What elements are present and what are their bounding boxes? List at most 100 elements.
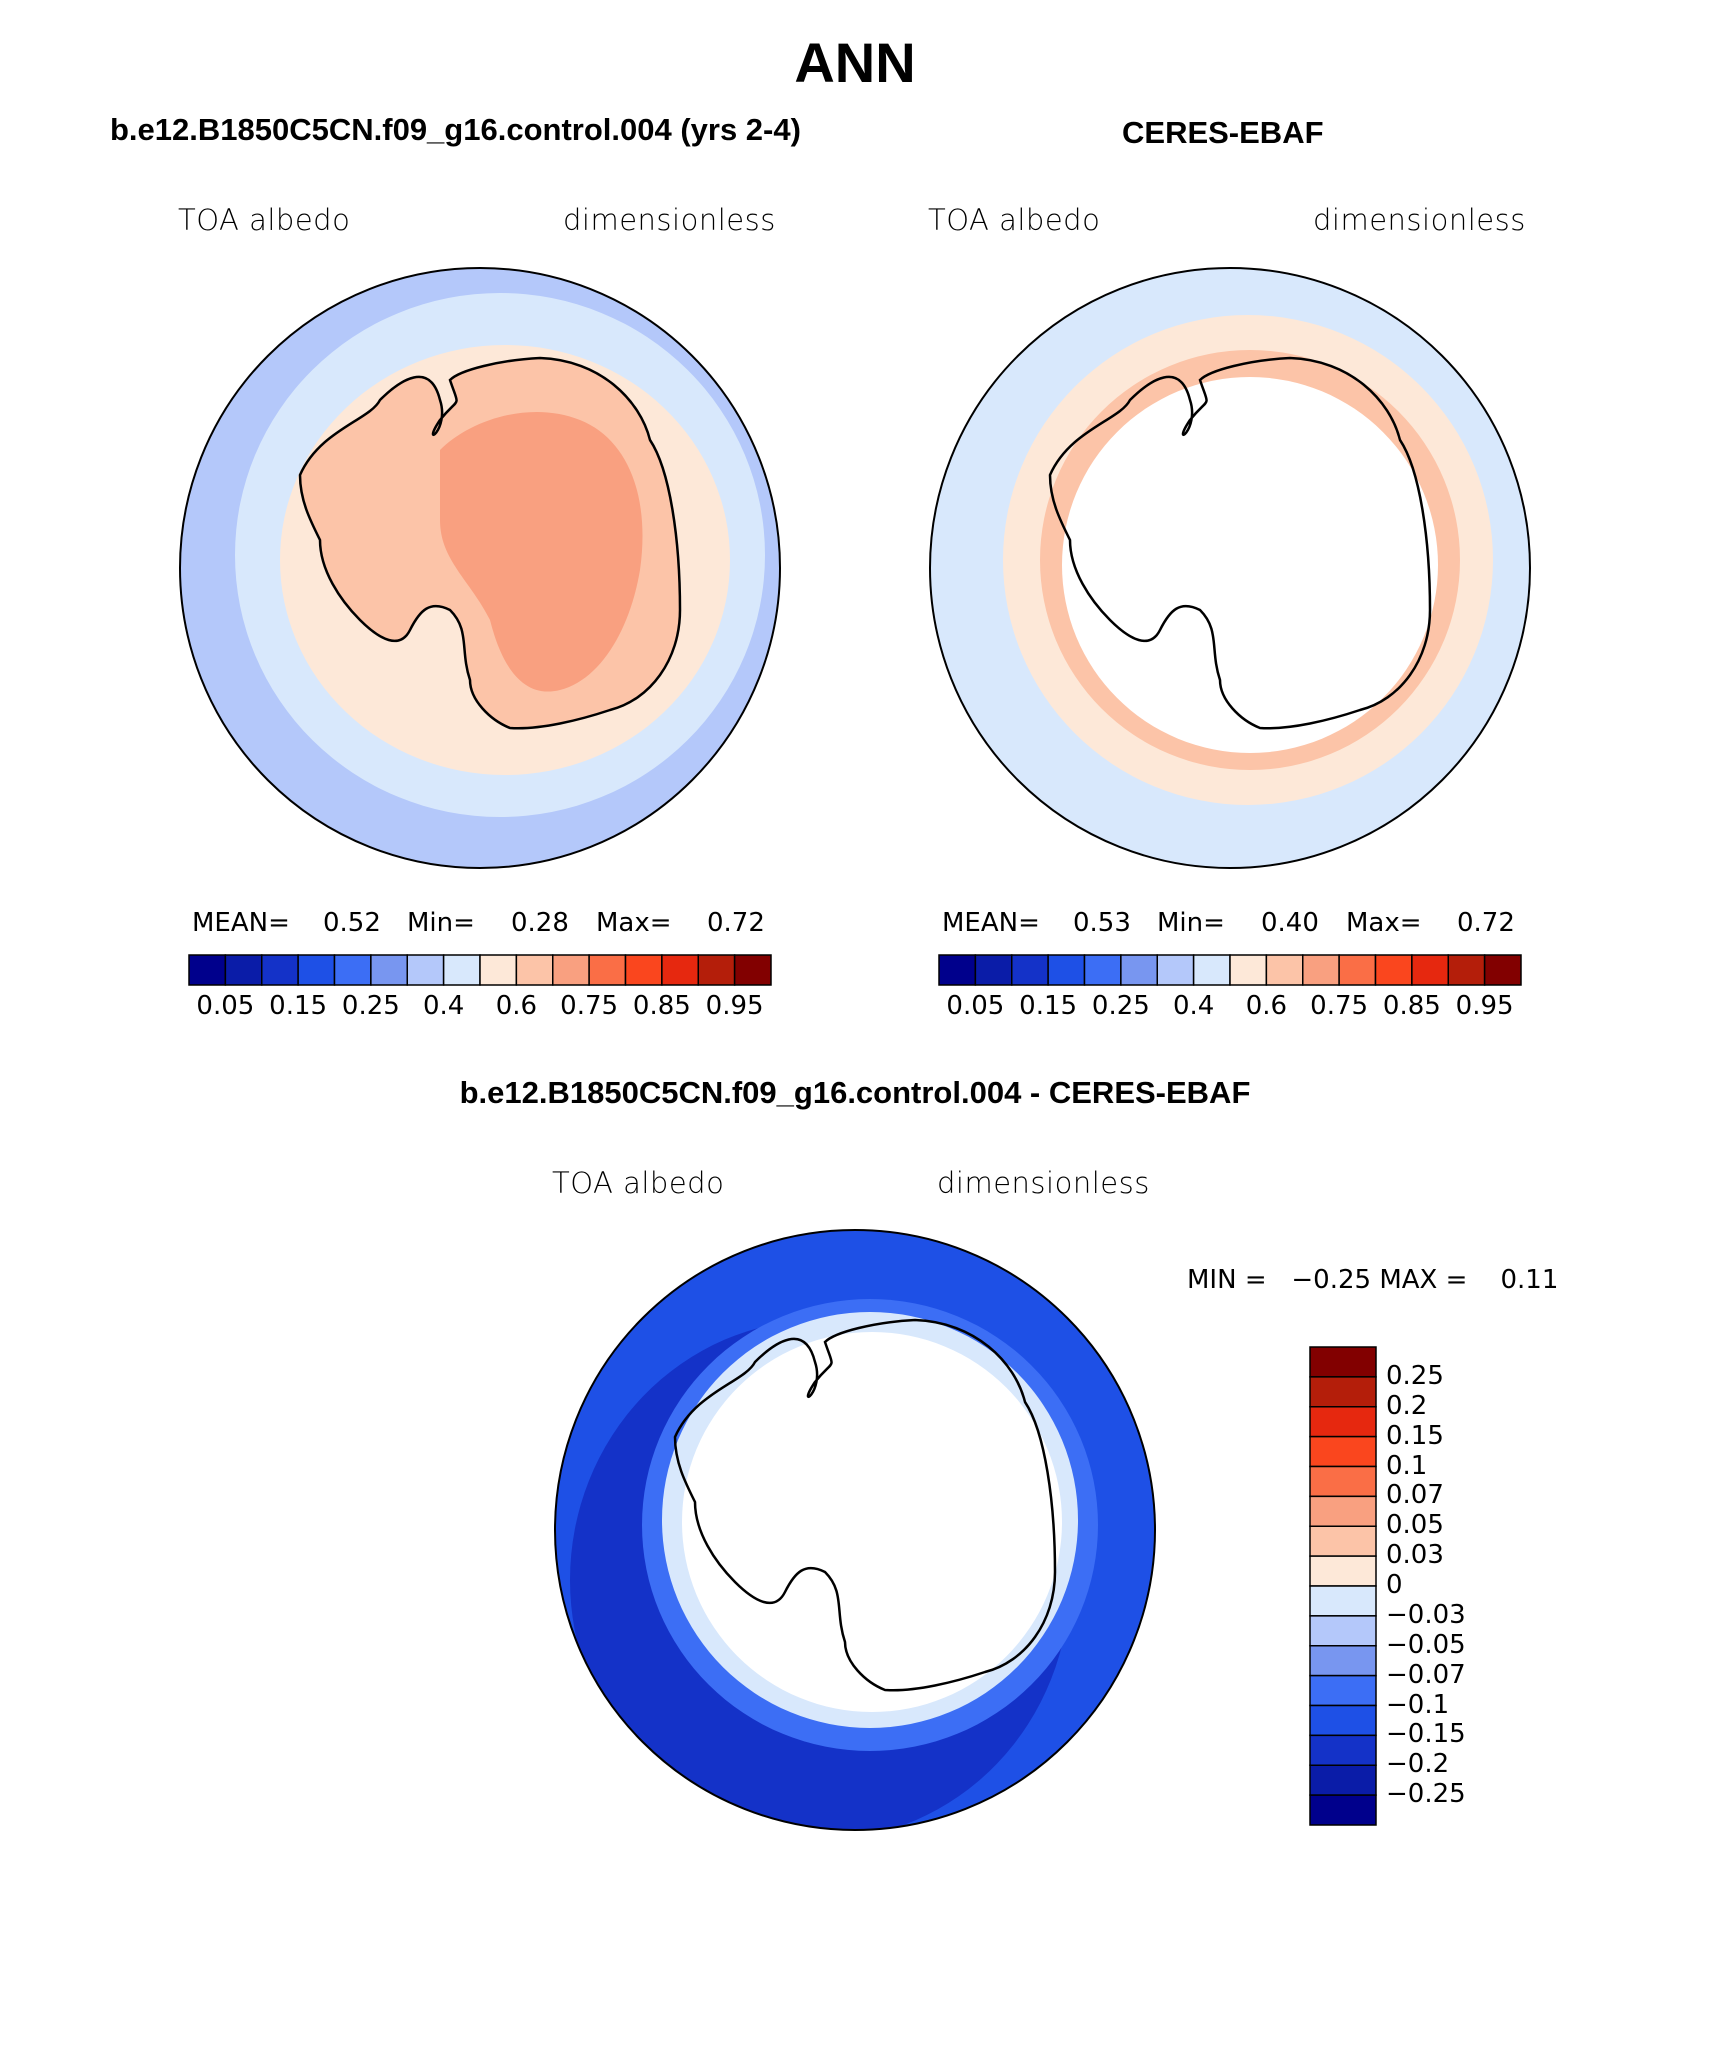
model-mean-label: MEAN= <box>192 908 290 938</box>
model-colorbar-box <box>588 954 627 986</box>
model-colorbar-box <box>261 954 299 986</box>
obs-panel-title: CERES-EBAF <box>1122 115 1324 150</box>
obs-colorbar-box <box>1047 954 1086 986</box>
obs-map-border <box>929 267 1531 869</box>
obs-colorbar-box <box>1374 954 1413 986</box>
obs-max-label: Max= <box>1346 908 1422 938</box>
obs-colorbar-box <box>1192 954 1231 986</box>
obs-colorbar-tick-label: 0.15 <box>1019 991 1078 1021</box>
model-colorbar-box <box>697 954 736 986</box>
model-max-value: 0.72 <box>707 908 765 938</box>
diff-minmax-stats: MIN = −0.25 MAX = 0.11 <box>1187 1265 1559 1295</box>
model-colorbar-tick-label: 0.05 <box>196 991 255 1021</box>
obs-colorbar-box <box>1229 954 1268 986</box>
model-colorbar-tick-label: 0.85 <box>632 991 691 1021</box>
diff-colorbar-box <box>1309 1376 1377 1408</box>
obs-mean-label: MEAN= <box>942 908 1040 938</box>
diff-colorbar-tick-label: 0.15 <box>1386 1420 1444 1451</box>
diff-colorbar-box <box>1309 1495 1377 1527</box>
diff-colorbar-box <box>1309 1555 1377 1587</box>
diff-panel-title: b.e12.B1850C5CN.f09_g16.control.004 - CE… <box>459 1075 1251 1110</box>
obs-colorbar-box <box>1156 954 1195 986</box>
obs-colorbar-box <box>1411 954 1449 986</box>
obs-colorbar-box <box>1338 954 1377 986</box>
diff-colorbar-box <box>1309 1794 1377 1826</box>
diff-colorbar-box <box>1309 1704 1377 1737</box>
model-colorbar-box <box>297 954 336 986</box>
obs-colorbar-box <box>1483 954 1522 986</box>
obs-colorbar-box <box>1120 954 1158 986</box>
diff-coastline <box>673 1318 1057 1692</box>
model-colorbar-tick-label: 0.95 <box>705 991 764 1021</box>
diff-colorbar-box <box>1309 1674 1377 1707</box>
model-colorbar-tick-label: 0.25 <box>341 991 400 1021</box>
model-map-border <box>179 267 781 869</box>
diff-colorbar-tick-label: 0.03 <box>1386 1540 1444 1571</box>
diff-colorbar-box <box>1309 1465 1377 1498</box>
model-colorbar <box>188 954 772 986</box>
diff-colorbar-box <box>1309 1406 1377 1438</box>
model-mean-value: 0.52 <box>323 908 381 938</box>
model-colorbar-box <box>370 954 408 986</box>
obs-variable-label: TOA albedo <box>928 203 1101 237</box>
model-colorbar-tick-label: 0.4 <box>422 991 465 1021</box>
obs-mean-value: 0.53 <box>1073 908 1131 938</box>
obs-colorbar-tick-label: 0.6 <box>1245 991 1288 1021</box>
obs-colorbar-tick-label: 0.05 <box>946 991 1005 1021</box>
model-colorbar-box <box>188 954 227 986</box>
model-colorbar-box <box>406 954 445 986</box>
model-colorbar-tick-label: 0.15 <box>269 991 328 1021</box>
diff-colorbar-tick-label: −0.25 <box>1386 1779 1466 1810</box>
diff-units-label: dimensionless <box>937 1166 1150 1200</box>
model-colorbar-box <box>224 954 263 986</box>
model-colorbar-box <box>515 954 554 986</box>
model-colorbar-box <box>624 954 663 986</box>
diff-map-border <box>554 1229 1156 1831</box>
model-colorbar-box <box>442 954 481 986</box>
model-colorbar-tick-label: 0.75 <box>560 991 619 1021</box>
model-units-label: dimensionless <box>563 203 776 237</box>
obs-colorbar-box <box>938 954 977 986</box>
model-colorbar-box <box>733 954 772 986</box>
obs-no-data <box>1062 377 1438 753</box>
obs-min-label: Min= <box>1157 908 1225 938</box>
obs-map <box>930 268 1530 868</box>
model-land-high <box>440 411 643 692</box>
model-min-value: 0.28 <box>511 908 569 938</box>
diff-map <box>555 1230 1155 1830</box>
obs-colorbar-box <box>974 954 1013 986</box>
model-panel-title: b.e12.B1850C5CN.f09_g16.control.004 (yrs… <box>110 112 801 147</box>
model-colorbar-box <box>479 954 518 986</box>
obs-colorbar-tick-label: 0.75 <box>1310 991 1369 1021</box>
diff-colorbar-tick-label: −0.07 <box>1386 1659 1466 1690</box>
diff-colorbar-tick-label: −0.03 <box>1386 1599 1466 1630</box>
diff-colorbar-box <box>1309 1734 1377 1766</box>
obs-max-value: 0.72 <box>1457 908 1515 938</box>
diff-colorbar-tick-label: −0.1 <box>1386 1689 1450 1720</box>
obs-colorbar-box <box>1083 954 1122 986</box>
diff-colorbar-box <box>1309 1645 1377 1677</box>
diff-colorbar-tick-label: 0.2 <box>1386 1390 1428 1421</box>
diff-no-data <box>682 1332 1062 1712</box>
obs-colorbar-tick-label: 0.95 <box>1455 991 1514 1021</box>
obs-colorbar <box>938 954 1522 986</box>
diff-colorbar-box <box>1309 1615 1377 1647</box>
model-variable-label: TOA albedo <box>178 203 351 237</box>
model-colorbar-box <box>333 954 372 986</box>
model-min-label: Min= <box>407 908 475 938</box>
obs-colorbar-tick-label: 0.85 <box>1382 991 1441 1021</box>
obs-colorbar-box <box>1302 954 1340 986</box>
obs-coastline <box>1048 356 1432 730</box>
diff-colorbar-tick-label: −0.05 <box>1386 1629 1466 1660</box>
diff-colorbar-tick-label: 0.05 <box>1386 1510 1444 1541</box>
obs-units-label: dimensionless <box>1313 203 1526 237</box>
diff-colorbar-tick-label: 0.25 <box>1386 1360 1444 1391</box>
model-colorbar-box <box>661 954 699 986</box>
diff-colorbar-tick-label: 0 <box>1386 1570 1403 1600</box>
obs-colorbar-tick-label: 0.25 <box>1091 991 1150 1021</box>
diff-colorbar-box <box>1309 1585 1377 1617</box>
diff-colorbar <box>1309 1346 1377 1826</box>
model-coastline <box>298 356 682 730</box>
obs-colorbar-box <box>1447 954 1486 986</box>
